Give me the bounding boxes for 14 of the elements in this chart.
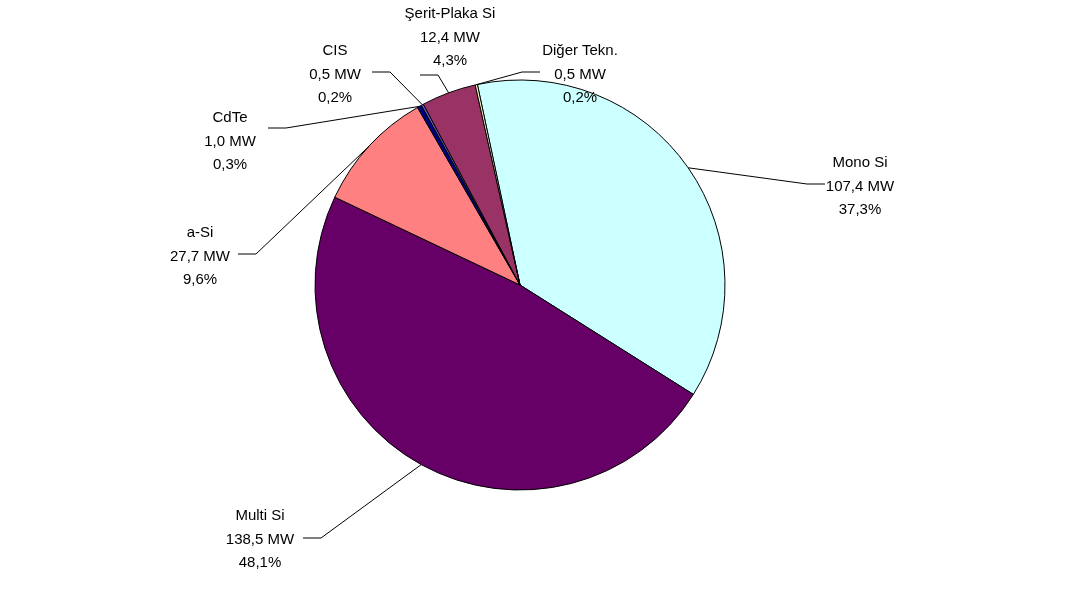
data-label: 138,5 MW 48,1% (225, 529, 296, 570)
data-label: 12,4 MW 4,3% (419, 27, 481, 68)
slice-label: Şerit-Plaka Si (404, 4, 496, 21)
slice-label: Mono Si (832, 153, 888, 170)
slice-label: CdTe (212, 108, 248, 125)
slice-label: Multi Si (235, 506, 285, 523)
slice-label: a-Si (186, 223, 214, 240)
slice-label: CIS (322, 41, 348, 58)
data-label: 107,4 MW 37,3% (825, 176, 896, 217)
data-label: 27,7 MW 9,6% (169, 246, 231, 287)
slice-label: Diğer Tekn. (542, 41, 618, 58)
data-label: 0,5 MW 0,2% (554, 64, 607, 105)
data-label: 0,5 MW 0,2% (309, 64, 362, 105)
data-label: 1,0 MW 0,3% (204, 131, 257, 172)
